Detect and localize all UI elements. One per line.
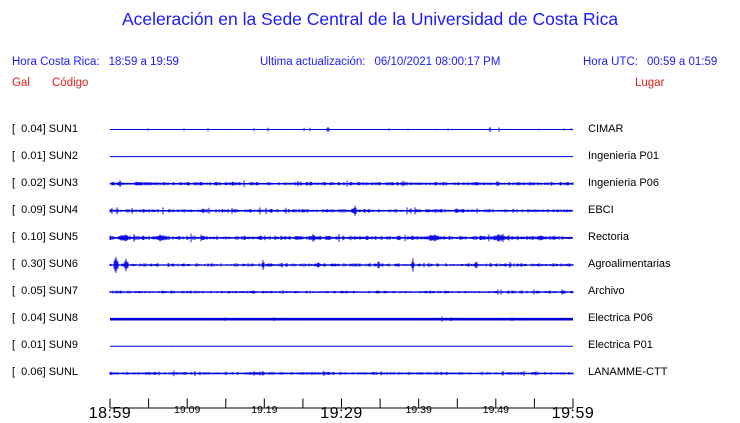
station-location-SUN5: Rectoria (588, 230, 629, 243)
hora-costa-rica-value: 18:59 a 19:59 (108, 56, 179, 68)
column-header-codigo: Código (52, 77, 89, 89)
station-scale-code-SUNL: [ 0.06] SUNL (12, 366, 79, 379)
hora-utc-label: Hora UTC: (583, 56, 638, 68)
station-scale-code-SUN3: [ 0.02] SUN3 (12, 176, 79, 189)
station-scale-code-SUN4: [ 0.09] SUN4 (12, 203, 79, 216)
time-tick-label-1859: 18:59 (88, 405, 132, 422)
column-header-lugar: Lugar (635, 77, 665, 89)
station-location-SUN4: EBCI (588, 203, 614, 216)
time-tick-label-1929: 19:29 (320, 405, 363, 422)
station-scale-code-SUN2: [ 0.01] SUN2 (12, 149, 79, 162)
trace-noise-SUN5 (109, 233, 573, 243)
station-location-SUN7: Archivo (588, 285, 625, 298)
hora-utc-value: 00:59 a 01:59 (646, 56, 718, 68)
trace-noise-SUN3 (109, 180, 574, 187)
trace-noise-SUN7 (109, 289, 574, 295)
station-location-SUN9: Electrica P01 (588, 339, 653, 352)
time-tick-label-1909: 19:09 (174, 404, 201, 416)
trace-noise-SUN1 (147, 126, 572, 133)
time-tick-label-1959: 19:59 (551, 405, 595, 422)
hora-costa-rica-label: Hora Costa Rica: (12, 56, 100, 68)
station-scale-code-SUN5: [ 0.10] SUN5 (12, 230, 79, 243)
trace-noise-SUN6 (109, 257, 574, 273)
trace-noise-SUNL (109, 370, 574, 377)
time-tick-label-1919: 19:19 (251, 404, 278, 416)
time-tick-label-1949: 19:49 (482, 404, 509, 416)
trace-noise-SUN4 (109, 205, 573, 216)
station-scale-code-SUN8: [ 0.04] SUN8 (12, 312, 79, 325)
station-location-SUN3: Ingenieria P06 (588, 176, 659, 189)
station-location-SUN1: CIMAR (588, 122, 624, 135)
last-update-value: 06/10/2021 08:00:17 PM (374, 56, 501, 68)
station-scale-code-SUN7: [ 0.05] SUN7 (12, 285, 79, 298)
station-scale-code-SUN9: [ 0.01] SUN9 (12, 339, 79, 352)
station-scale-code-SUN6: [ 0.30] SUN6 (12, 258, 79, 270)
station-location-SUN2: Ingenieria P01 (588, 149, 659, 162)
column-header-gal: Gal (12, 77, 30, 89)
trace-noise-SUN8 (208, 316, 540, 322)
hora-utc-field: Hora UTC: 00:59 a 01:59 (583, 56, 717, 68)
station-location-SUN8: Electrica P06 (588, 312, 653, 325)
station-location-SUN6: Agroalimentarias (588, 258, 671, 270)
time-axis (109, 398, 574, 409)
page-title: Aceleración en la Sede Central de la Uni… (121, 9, 619, 29)
last-update-field: Ultima actualización: 06/10/2021 08:00:17… (260, 56, 500, 68)
last-update-label: Ultima actualización: (260, 56, 366, 68)
hora-costa-rica-field: Hora Costa Rica: 18:59 a 19:59 (12, 56, 179, 68)
station-scale-code-SUN1: [ 0.04] SUN1 (12, 122, 79, 135)
time-tick-label-1939: 19:39 (405, 404, 432, 416)
station-location-SUNL: LANAMME-CTT (588, 366, 668, 379)
